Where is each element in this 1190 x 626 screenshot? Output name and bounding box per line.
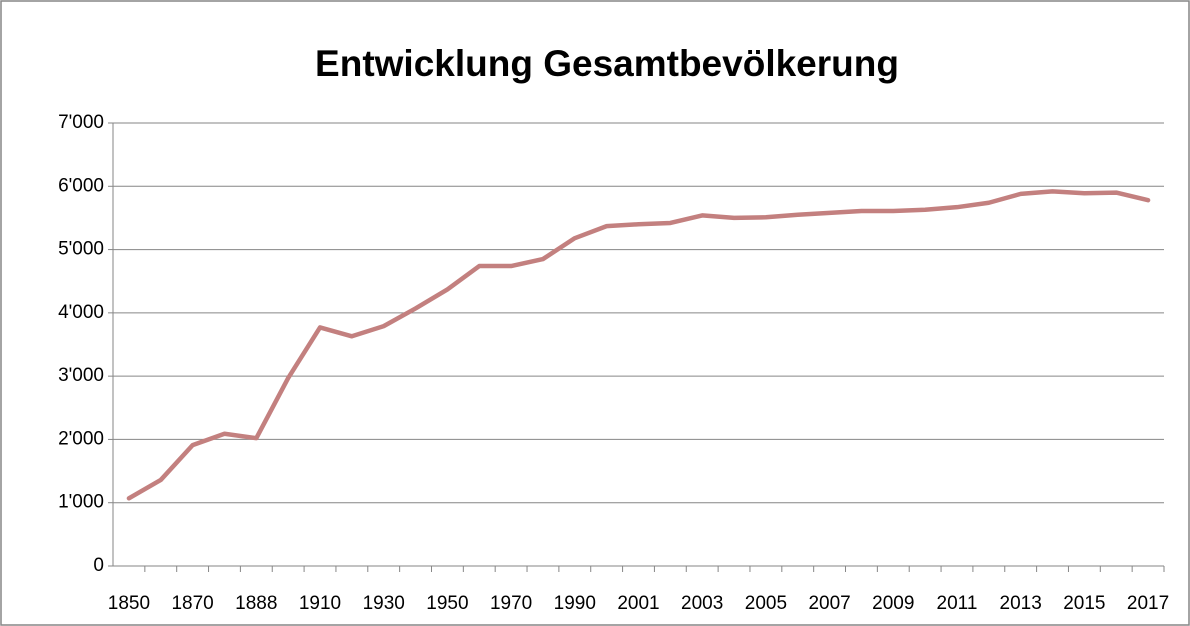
y-tick-label: 7'000 <box>58 112 104 133</box>
y-tick-label: 6'000 <box>58 175 104 196</box>
y-tick-label: 5'000 <box>58 239 104 260</box>
x-tick-label: 1870 <box>171 593 213 614</box>
x-tick-label: 1990 <box>554 593 596 614</box>
x-tick-label: 1850 <box>108 593 150 614</box>
x-tick-label: 2013 <box>1000 593 1042 614</box>
y-tick-label: 0 <box>93 555 104 576</box>
x-tick-label: 2005 <box>745 593 787 614</box>
data-line <box>126 189 1151 501</box>
y-tick-label: 3'000 <box>58 365 104 386</box>
x-tick-label: 1970 <box>490 593 532 614</box>
x-tick-label: 1930 <box>363 593 405 614</box>
x-tick-label: 2009 <box>872 593 914 614</box>
x-tick-label: 2011 <box>937 593 978 614</box>
x-tick-label: 2001 <box>617 593 659 614</box>
x-tick-label: 2017 <box>1127 593 1169 614</box>
chart-title: Entwicklung Gesamtbevölkerung <box>315 43 899 84</box>
x-tick-label: 2003 <box>681 593 723 614</box>
x-tick-label: 1950 <box>426 593 468 614</box>
x-tick-label: 1910 <box>299 593 341 614</box>
y-tick-label: 1'000 <box>58 492 104 513</box>
y-tick-label: 4'000 <box>58 302 104 323</box>
x-tick-label: 1888 <box>235 593 277 614</box>
x-tick-label: 2007 <box>808 593 850 614</box>
x-tick-label: 2015 <box>1063 593 1105 614</box>
y-tick-label: 2'000 <box>58 428 104 449</box>
